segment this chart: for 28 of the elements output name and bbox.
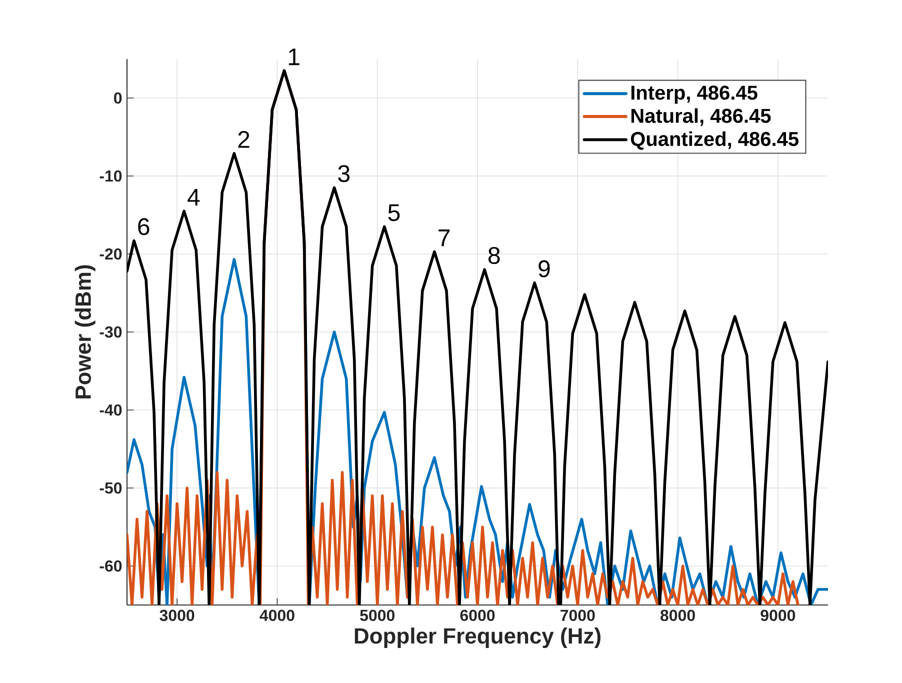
annotation: 3	[338, 165, 350, 182]
x-tick-label: 5000	[360, 610, 394, 622]
y-tick-label: -40	[100, 404, 122, 416]
legend-label: Quantized, 486.45	[630, 131, 798, 150]
annotation: 8	[488, 247, 500, 264]
x-tick-label: 7000	[560, 610, 595, 622]
legend-label: Natural, 486.45	[631, 108, 771, 126]
annotation: 2	[238, 131, 250, 148]
x-tick-label: 8000	[660, 610, 695, 622]
annotation: 1	[288, 48, 300, 66]
legend-label: Interp, 486.45	[631, 86, 758, 104]
annotation: 5	[388, 204, 400, 222]
y-axis-title: Power (dBm)	[74, 265, 96, 398]
y-tick-label: -10	[100, 170, 122, 182]
x-tick-label: 6000	[460, 610, 495, 622]
annotation: 4	[188, 188, 200, 206]
y-tick-label: -60	[100, 560, 122, 572]
x-tick-label: 9000	[760, 610, 796, 622]
y-tick-label: 0	[114, 92, 122, 104]
y-tick-label: -20	[100, 248, 122, 260]
annotation: 6	[138, 218, 150, 236]
annotation: 7	[438, 230, 450, 246]
y-tick-label: -30	[100, 326, 122, 338]
x-axis-title: Doppler Frequency (Hz)	[354, 628, 600, 648]
annotation: 9	[538, 260, 550, 278]
x-tick-label: 3000	[160, 610, 194, 622]
y-tick-label: -50	[100, 482, 122, 494]
x-tick-label: 4000	[260, 610, 294, 622]
